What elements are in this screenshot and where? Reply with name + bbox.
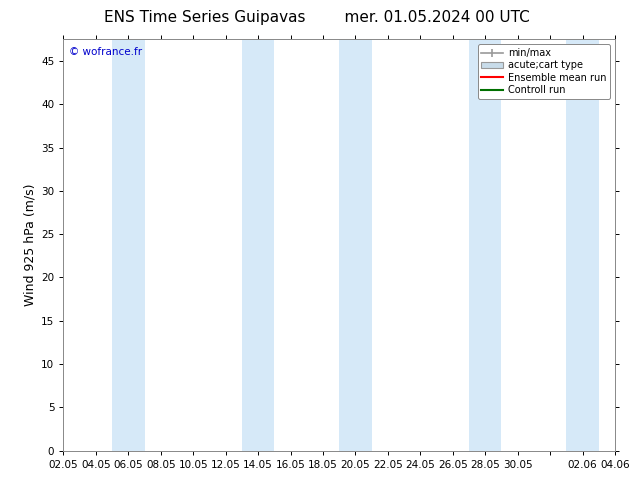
Bar [242, 39, 275, 451]
Bar [112, 39, 145, 451]
Legend: min/max, acute;cart type, Ensemble mean run, Controll run: min/max, acute;cart type, Ensemble mean … [477, 44, 610, 99]
Bar [566, 39, 598, 451]
Bar [339, 39, 372, 451]
Text: ENS Time Series Guipavas        mer. 01.05.2024 00 UTC: ENS Time Series Guipavas mer. 01.05.2024… [104, 10, 530, 25]
Text: © wofrance.fr: © wofrance.fr [69, 48, 142, 57]
Y-axis label: Wind 925 hPa (m/s): Wind 925 hPa (m/s) [24, 184, 37, 306]
Bar [469, 39, 501, 451]
